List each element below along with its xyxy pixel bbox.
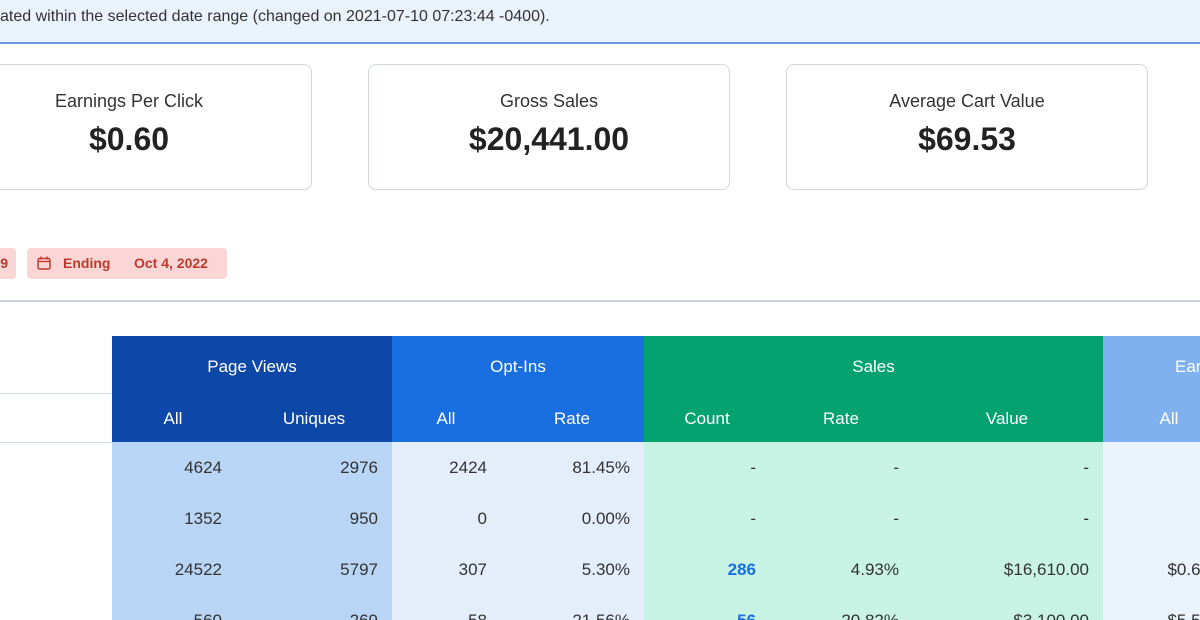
group-header: Earnings — [1175, 357, 1200, 376]
table-cell: - — [893, 458, 899, 477]
column-header: Rate — [823, 409, 859, 428]
banner-text: ated within the selected date range (cha… — [0, 8, 550, 25]
table-cell: $0.68 — [1167, 560, 1200, 579]
info-banner: ated within the selected date range (cha… — [0, 0, 1200, 44]
tag-value: Oct 4, 2022 — [134, 255, 208, 271]
table-cell[interactable]: 56 — [556, 611, 756, 620]
table-cell: 0 — [477, 509, 487, 528]
stat-card: Average Cart Value $69.53 — [786, 64, 1148, 190]
body-group-bg — [392, 442, 644, 620]
table-cell: - — [750, 458, 756, 477]
table-cell: 20.82% — [699, 611, 899, 620]
table-cell: - — [1083, 509, 1089, 528]
row-line — [0, 393, 112, 394]
stat-card: Gross Sales $20,441.00 — [368, 64, 730, 190]
table-cell: 560 — [22, 611, 222, 620]
date-tag[interactable]: 9 — [0, 248, 16, 279]
table-cell: 21.56% — [430, 611, 630, 620]
tag-value: 9 — [0, 255, 8, 271]
table-cell: 269 — [178, 611, 378, 620]
table-cell: 2424 — [449, 458, 487, 477]
table-cell: - — [893, 509, 899, 528]
group-header: Page Views — [207, 357, 297, 376]
card-label: Average Cart Value — [889, 91, 1045, 111]
table-cell: $16,610.00 — [1003, 560, 1089, 579]
row-line — [0, 442, 112, 443]
table-cell: 1352 — [184, 509, 222, 528]
header-group-bg — [392, 336, 644, 442]
table-cell: 4624 — [184, 458, 222, 477]
table-cell: 58 — [287, 611, 487, 620]
table-cell: 0.00% — [581, 509, 630, 528]
card-label: Gross Sales — [499, 91, 599, 111]
table-cell: - — [1083, 458, 1089, 477]
table-cell: $5.54 — [1010, 611, 1200, 620]
divider — [0, 300, 1200, 302]
table-cell: $3,100.00 — [889, 611, 1089, 620]
column-header: Rate — [554, 409, 590, 428]
body-group-bg — [1103, 442, 1200, 620]
card-label: Earnings Per Click — [54, 91, 204, 111]
card-value: $69.53 — [918, 121, 1016, 157]
table-cell: 2976 — [340, 458, 378, 477]
stat-card: Earnings Per Click $0.60 — [0, 64, 312, 190]
column-header: All — [1159, 409, 1179, 428]
table-cell: 5797 — [340, 560, 378, 579]
column-header: Count — [684, 409, 730, 428]
column-header: Uniques — [282, 409, 346, 428]
table-cell: 81.45% — [572, 458, 630, 477]
tag-label: Ending — [63, 255, 111, 271]
body-group-bg — [112, 442, 392, 620]
table-cell: 5.30% — [581, 560, 630, 579]
body-group-bg — [644, 442, 1103, 620]
table-cell: - — [750, 509, 756, 528]
header-group-bg — [644, 336, 1103, 442]
column-header: All — [436, 409, 456, 428]
group-header: Opt-Ins — [490, 357, 546, 376]
column-header: Value — [985, 409, 1029, 428]
header-group-bg — [1103, 336, 1200, 442]
table-cell: 4.93% — [850, 560, 899, 579]
card-value: $0.60 — [88, 121, 170, 157]
table-cell: 307 — [458, 560, 487, 579]
card-value: $20,441.00 — [468, 121, 630, 157]
group-header: Sales — [852, 357, 895, 376]
column-header: All — [163, 409, 183, 428]
table-cell: 24522 — [174, 560, 222, 579]
calendar-icon — [37, 256, 51, 270]
header-group-bg — [112, 336, 392, 442]
table-cell[interactable]: 286 — [727, 560, 756, 579]
date-tag[interactable]: Ending Oct 4, 2022 — [27, 248, 227, 279]
table-cell: 950 — [349, 509, 378, 528]
